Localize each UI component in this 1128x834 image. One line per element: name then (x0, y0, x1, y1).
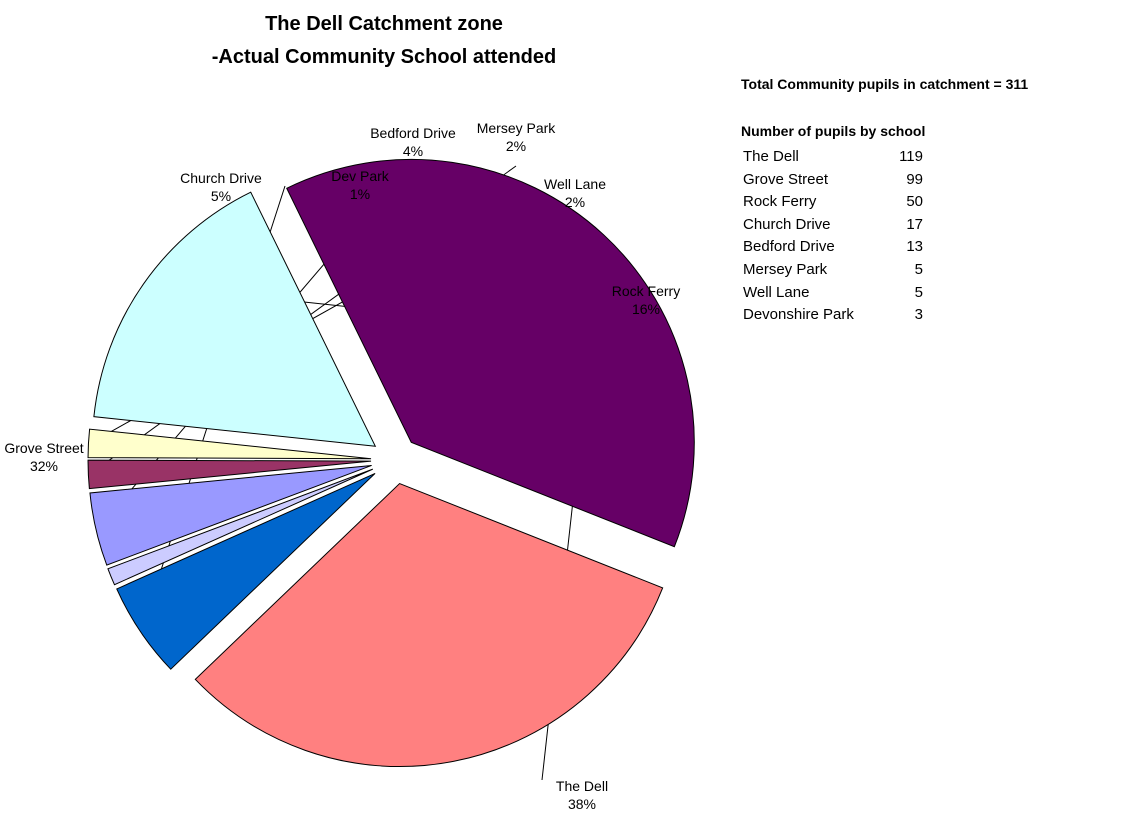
pupils-by-school-table: The Dell 119 Grove Street 99 Rock Ferry 50 … (743, 146, 923, 327)
pupil-count: 50 (906, 193, 923, 211)
slice-label-well-lane: Well Lane 2% (544, 176, 606, 210)
pie-slice-mersey-park (87, 459, 372, 490)
table-row: Church Drive 17 (743, 214, 923, 237)
chart-title: The Dell Catchment zone (265, 13, 503, 35)
table-row: Bedford Drive 13 (743, 236, 923, 259)
school-name: Mersey Park (743, 260, 828, 278)
pupils-table-heading: Number of pupils by school (741, 123, 926, 139)
pie-slices (87, 158, 695, 767)
pupil-count: 119 (899, 148, 923, 165)
table-row: Devonshire Park 3 (743, 304, 923, 327)
school-name: Grove Street (743, 170, 829, 188)
table-row: Rock Ferry 50 (743, 191, 923, 214)
slice-label-grove-street: Grove Street 32% (4, 440, 83, 474)
pie-slice-dev-park (107, 468, 374, 586)
slice-label-dev-park: Dev Park 1% (331, 168, 390, 202)
pie-slice-rock-ferry (93, 191, 377, 447)
slice-label-rock-ferry: Rock Ferry 16% (612, 283, 680, 317)
pupil-count: 13 (906, 238, 923, 256)
total-pupils-note: Total Community pupils in catchment = 31… (741, 76, 1029, 92)
pie-slice-bedford-drive (89, 464, 372, 566)
slice-label-church-drive: Church Drive 5% (180, 170, 262, 204)
chart-subtitle: -Actual Community School attended (212, 46, 556, 68)
slice-label-mersey-park: Mersey Park 2% (477, 120, 557, 154)
school-name: Rock Ferry (743, 193, 817, 211)
school-name: Devonshire Park (743, 306, 854, 324)
pie-slice-church-drive (116, 472, 376, 670)
school-name: Bedford Drive (743, 238, 835, 256)
pie-slice-grove-street (194, 482, 664, 767)
slice-label-bedford-drive: Bedford Drive 4% (370, 125, 456, 159)
slice-labels: Rock Ferry 16% The Dell 38% Grove Street 32% C… (4, 120, 680, 812)
pupil-count: 5 (914, 283, 923, 301)
table-row: Mersey Park 5 (743, 259, 923, 282)
pupil-count: 99 (906, 170, 923, 188)
table-row: Grove Street 99 (743, 169, 923, 192)
table-row: Well Lane 5 (743, 282, 923, 305)
pie-slice-the-dell (286, 158, 695, 548)
school-name: Church Drive (743, 215, 831, 233)
school-name: Well Lane (743, 283, 810, 301)
slice-label-the-dell: The Dell 38% (556, 778, 608, 812)
pupil-count: 17 (906, 215, 923, 233)
pie-slice-well-lane (87, 428, 372, 460)
table-row: The Dell 119 (743, 146, 923, 169)
pupil-count: 3 (914, 306, 923, 324)
school-name: The Dell (743, 148, 799, 165)
pupil-count: 5 (914, 260, 923, 278)
